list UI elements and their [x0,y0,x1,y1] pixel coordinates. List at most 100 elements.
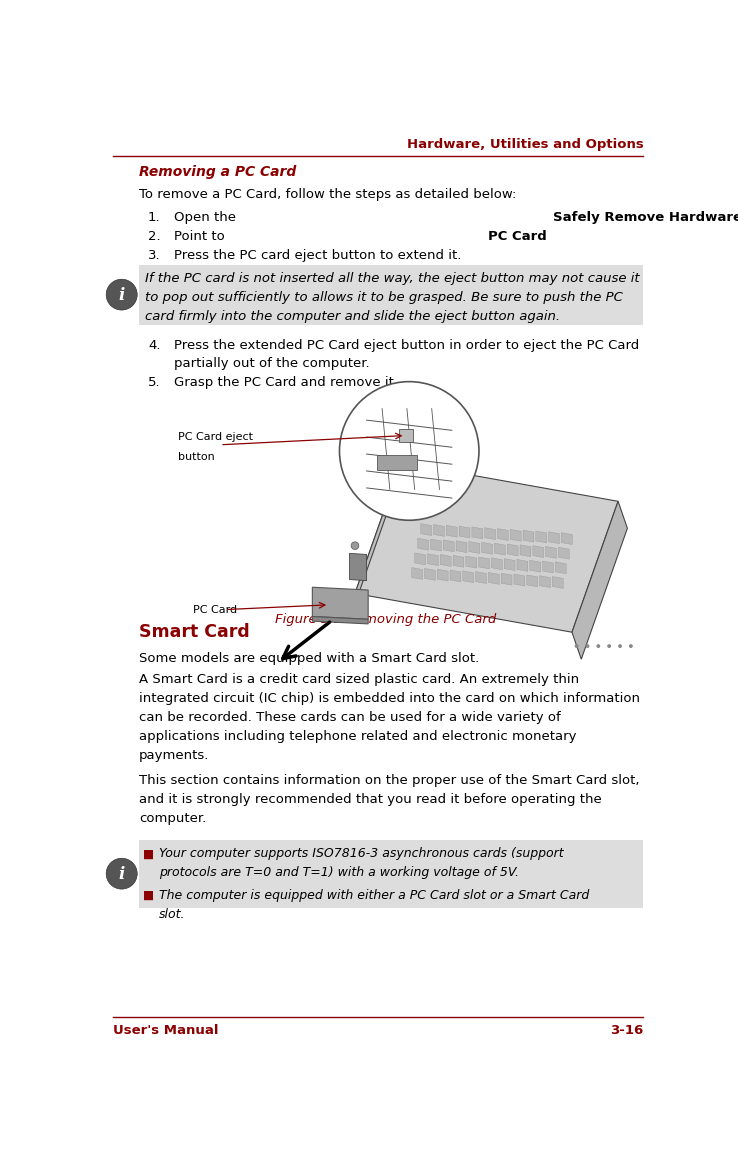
Polygon shape [517,559,528,572]
Text: Some models are equipped with a Smart Card slot.: Some models are equipped with a Smart Ca… [139,652,479,665]
Polygon shape [418,538,429,550]
Polygon shape [350,553,367,580]
Polygon shape [475,572,486,584]
Polygon shape [523,530,534,543]
Polygon shape [482,543,492,554]
Polygon shape [479,557,489,568]
Polygon shape [415,553,426,565]
Polygon shape [504,559,515,571]
Text: Press the extended PC Card eject button in order to eject the PC Card: Press the extended PC Card eject button … [173,339,639,352]
Text: Press the PC card eject button to extend it.: Press the PC card eject button to extend… [173,250,461,263]
Text: The computer is equipped with either a PC Card slot or a Smart Card: The computer is equipped with either a P… [159,890,589,902]
Polygon shape [437,570,448,581]
Text: PC Card: PC Card [489,231,547,244]
Text: 1.: 1. [148,211,161,225]
Text: Figure 3-2 Removing the PC Card: Figure 3-2 Removing the PC Card [275,613,497,626]
Polygon shape [530,560,541,572]
Text: PC Card eject: PC Card eject [178,431,252,442]
Text: PC Card: PC Card [193,605,237,614]
Polygon shape [492,558,503,570]
Text: 4.: 4. [148,339,161,352]
FancyBboxPatch shape [139,840,644,907]
Text: card firmly into the computer and slide the eject button again.: card firmly into the computer and slide … [145,311,560,323]
Polygon shape [312,587,368,619]
Circle shape [351,541,359,550]
Polygon shape [450,570,461,582]
Text: integrated circuit (IC chip) is embedded into the card on which information: integrated circuit (IC chip) is embedded… [139,693,640,706]
Text: protocols are T=0 and T=1) with a working voltage of 5V.: protocols are T=0 and T=1) with a workin… [159,866,519,879]
Circle shape [339,382,479,520]
Polygon shape [539,575,551,587]
Circle shape [596,645,600,648]
Polygon shape [421,524,432,536]
Text: This section contains information on the proper use of the Smart Card slot,: This section contains information on the… [139,774,639,786]
Polygon shape [441,554,451,566]
Polygon shape [433,524,444,537]
Polygon shape [542,561,554,573]
Text: i: i [119,286,125,304]
Polygon shape [453,556,464,567]
Text: Point to: Point to [173,231,229,244]
Text: ■: ■ [143,890,154,902]
Polygon shape [469,541,480,553]
Polygon shape [510,530,521,541]
Polygon shape [412,567,423,579]
Circle shape [106,858,137,890]
Text: 5.: 5. [148,376,161,389]
Polygon shape [559,547,569,559]
Text: Smart Card: Smart Card [139,622,249,641]
Polygon shape [501,573,512,585]
FancyBboxPatch shape [399,429,413,443]
Text: A Smart Card is a credit card sized plastic card. An extremely thin: A Smart Card is a credit card sized plas… [139,674,579,687]
Polygon shape [485,527,495,539]
Text: 3.: 3. [148,250,161,263]
Text: payments.: payments. [139,749,209,762]
Text: Removing a PC Card: Removing a PC Card [139,165,296,179]
Text: 3-16: 3-16 [610,1024,644,1037]
Circle shape [106,279,137,311]
Polygon shape [312,616,368,624]
Text: Safely Remove Hardware: Safely Remove Hardware [553,211,738,225]
Text: to pop out sufficiently to allows it to be grasped. Be sure to push the PC: to pop out sufficiently to allows it to … [145,291,623,305]
Circle shape [607,645,611,648]
Polygon shape [545,546,556,558]
Text: ■: ■ [143,847,154,860]
Text: If the PC card is not inserted all the way, the eject button may not cause it: If the PC card is not inserted all the w… [145,272,640,285]
FancyBboxPatch shape [376,455,417,470]
Polygon shape [497,529,508,540]
Text: applications including telephone related and electronic monetary: applications including telephone related… [139,730,576,743]
Polygon shape [552,577,563,588]
Polygon shape [444,540,454,552]
Text: Your computer supports ISO7816-3 asynchronous cards (support: Your computer supports ISO7816-3 asynchr… [159,847,564,860]
Text: Open the: Open the [173,211,240,225]
Text: partially out of the computer.: partially out of the computer. [173,357,369,370]
Polygon shape [430,539,441,551]
Polygon shape [427,553,438,566]
Text: can be recorded. These cards can be used for a wide variety of: can be recorded. These cards can be used… [139,711,560,724]
Text: To remove a PC Card, follow the steps as detailed below:: To remove a PC Card, follow the steps as… [139,189,516,202]
Text: Grasp the PC Card and remove it.: Grasp the PC Card and remove it. [173,376,398,389]
Polygon shape [514,574,525,586]
Polygon shape [572,502,627,659]
Text: User's Manual: User's Manual [113,1024,218,1037]
Polygon shape [459,526,470,538]
Text: button: button [178,452,214,463]
Polygon shape [548,532,559,544]
Polygon shape [556,561,566,574]
Polygon shape [520,545,531,557]
Text: i: i [119,866,125,883]
Polygon shape [562,532,572,545]
Polygon shape [472,527,483,539]
Polygon shape [351,463,401,615]
Polygon shape [355,463,618,632]
Text: Hardware, Utilities and Options: Hardware, Utilities and Options [407,138,644,151]
Polygon shape [533,546,544,558]
Polygon shape [489,572,499,585]
Polygon shape [536,531,547,543]
Polygon shape [466,557,477,568]
Text: and it is strongly recommended that you read it before operating the: and it is strongly recommended that you … [139,792,601,806]
Text: 2.: 2. [148,231,161,244]
Polygon shape [424,568,435,580]
Text: slot.: slot. [159,908,185,921]
Polygon shape [456,540,467,553]
